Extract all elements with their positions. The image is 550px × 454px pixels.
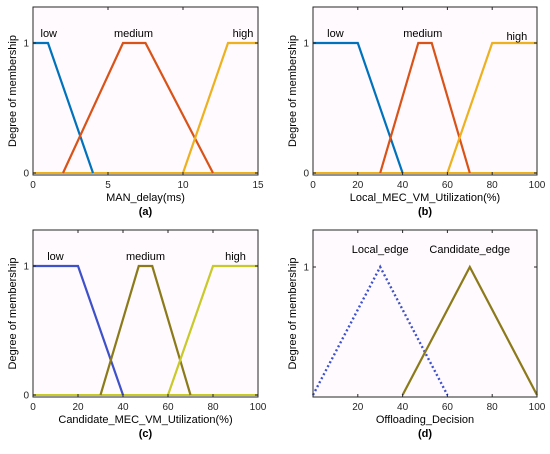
x-tick-label: 20 [352, 180, 364, 191]
x-tick-label: 0 [30, 180, 36, 191]
x-tick-label: 5 [105, 180, 111, 191]
series-label-medium: medium [114, 28, 153, 40]
x-tick-label: 100 [250, 402, 267, 413]
x-tick-label: 10 [177, 180, 189, 191]
y-tick-label: 1 [23, 39, 29, 50]
series-label-low: low [327, 28, 344, 40]
series-label-low: low [47, 251, 64, 263]
series-label-low: low [41, 28, 58, 40]
x-tick-label: 80 [207, 402, 219, 413]
series-label-local-edge: Local_edge [352, 244, 409, 256]
y-tick-label: 1 [303, 263, 309, 274]
series-line-high [166, 264, 258, 396]
y-tick-label: 1 [23, 262, 29, 273]
x-axis-label: MAN_delay(ms) [106, 192, 185, 204]
x-axis-label: Offloading_Decision [376, 414, 474, 426]
series-label-high: high [233, 28, 254, 40]
x-tick-label: 40 [397, 402, 409, 413]
y-tick-label: 0 [23, 169, 29, 180]
series-line-high [446, 41, 537, 174]
plot-area [34, 231, 257, 396]
x-tick-label: 40 [117, 402, 129, 413]
x-tick-label: 100 [529, 402, 546, 413]
x-tick-label: 40 [397, 180, 409, 191]
x-tick-label: 0 [30, 402, 36, 413]
y-tick-label: 1 [303, 39, 309, 50]
y-tick-label: 0 [303, 169, 309, 180]
panel-tag: (a) [139, 206, 153, 218]
x-axis-label: Local_MEC_VM_Utilization(%) [350, 192, 500, 204]
panel-tag: (d) [418, 428, 432, 440]
axes-frame [32, 229, 259, 398]
plot-area [314, 8, 536, 174]
y-tick-label: 0 [23, 391, 29, 402]
plot-area [314, 231, 536, 396]
y-axis-label: Degree of membership [7, 258, 19, 370]
chart-panel-1: 0 5 10 15 0 1 low medium high MAN_delay(ms) Degree… [7, 6, 264, 218]
series-line-medium [379, 41, 471, 174]
y-axis-label: Degree of membership [287, 35, 299, 147]
chart-panel-2: 0 20 40 60 80 100 0 1 low medium high Local_MEC_VM_… [287, 6, 546, 218]
axes-frame [312, 6, 538, 176]
x-axis-label: Candidate_MEC_VM_Utilization(%) [58, 414, 232, 426]
x-tick-label: 60 [442, 180, 454, 191]
x-tick-label: 100 [529, 180, 546, 191]
axes-frame [32, 6, 259, 176]
series-label-medium: medium [126, 251, 165, 263]
y-axis-label: Degree of membership [7, 35, 19, 147]
x-tick-label: 15 [252, 180, 264, 191]
chart-panel-3: 0 20 40 60 80 100 0 1 low medium high Candidate_MEC… [7, 229, 267, 440]
y-axis-label: Degree of membership [287, 258, 299, 370]
x-tick-label: 20 [72, 402, 84, 413]
series-line-candidate-edge [401, 264, 538, 396]
x-tick-label: 20 [352, 402, 364, 413]
series-line-low [313, 41, 404, 174]
plot-area [34, 8, 257, 174]
series-label-high: high [506, 31, 527, 43]
series-line-low [33, 264, 125, 396]
x-tick-label: 60 [162, 402, 174, 413]
x-tick-label: 0 [310, 180, 316, 191]
x-tick-label: 80 [487, 402, 499, 413]
x-tick-label: 60 [442, 402, 454, 413]
series-line-medium [99, 264, 192, 396]
series-line-local-edge [311, 264, 449, 396]
axes-frame [312, 229, 538, 398]
series-label-candidate-edge: Candidate_edge [429, 244, 510, 256]
series-label-high: high [225, 251, 246, 263]
series-line-medium [62, 41, 214, 174]
series-line-low [33, 41, 95, 174]
x-tick-label: 80 [487, 180, 499, 191]
panel-tag: (c) [139, 428, 153, 440]
series-label-medium: medium [403, 28, 442, 40]
panel-tag: (b) [418, 206, 432, 218]
chart-panel-4: 20 40 60 80 100 1 Local_edge Candidate_edge Offl… [287, 229, 546, 440]
series-line-high [181, 41, 258, 174]
